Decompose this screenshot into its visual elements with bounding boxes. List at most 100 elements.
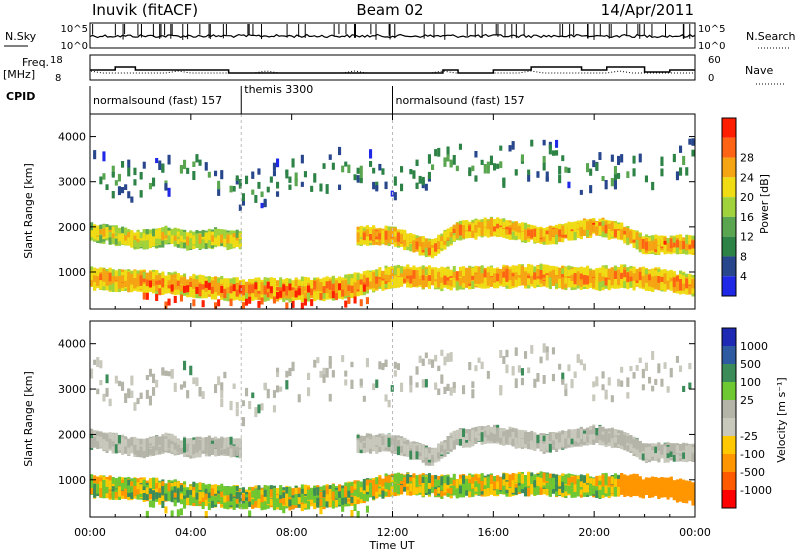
heatmap-cell [604,224,608,234]
heatmap-cell [434,281,438,288]
heatmap-cell [576,271,580,281]
heatmap-cell [341,280,345,290]
heatmap-cell [257,291,261,299]
heatmap-cell [152,286,156,294]
heatmap-cell [201,275,205,285]
heatmap-cell [384,274,388,282]
heatmap-cell [127,277,131,286]
heatmap-cell [108,284,112,291]
heatmap-cell [675,281,679,291]
heatmap-cell [266,289,270,298]
heatmap-cell [613,265,617,274]
heatmap-cell [121,275,125,283]
heatmap-cell [148,183,152,190]
heatmap-cell [111,283,115,292]
heatmap-cell [139,240,143,248]
heatmap-cell [514,279,518,288]
heatmap-cell [502,229,506,237]
heatmap-cell [365,229,369,236]
heatmap-cell [573,281,577,288]
heatmap-cell [201,284,205,290]
heatmap-cell [548,277,552,287]
heatmap-cell [666,277,670,286]
heatmap-cell [393,234,397,243]
heatmap-cell [319,284,323,291]
heatmap-cell [235,284,239,290]
heatmap-cell [183,233,187,240]
heatmap-cell [421,237,425,246]
heatmap-cell [189,282,193,289]
heatmap-cell [260,282,264,288]
heatmap-cell [452,279,456,287]
heatmap-cell [158,284,162,292]
heatmap-cell [121,161,125,168]
heatmap-cell [294,279,298,287]
heatmap-cell [632,266,636,274]
heatmap-cell [325,287,329,297]
heatmap-cell [620,264,624,274]
heatmap-cell [663,277,667,286]
heatmap-cell [238,291,242,301]
heatmap-cell [158,227,162,237]
heatmap-cell [263,279,267,288]
heatmap-cell [489,227,493,237]
heatmap-cell [238,233,242,239]
heatmap-cell [424,268,428,275]
heatmap-cell [496,223,500,233]
heatmap-cell [511,276,515,285]
heatmap-cell [651,240,655,248]
heatmap-cell [232,290,236,301]
heatmap-cell [486,220,490,227]
date-title: 14/Apr/2011 [601,1,694,19]
heatmap-cell [325,293,329,300]
heatmap-cell [316,291,320,300]
heatmap-cell [105,277,109,285]
heatmap-cell [130,196,134,203]
heatmap-cell [145,234,149,241]
heatmap-cell [651,273,655,283]
heatmap-cell [124,238,128,245]
heatmap-cell [251,291,255,297]
heatmap-cell [545,281,549,288]
cpid-segment-label: themis 3300 [244,83,313,96]
heatmap-cell [644,273,648,283]
heatmap-cell [142,277,146,283]
heatmap-cell [471,223,475,229]
heatmap-cell [527,265,531,274]
heatmap-cell [604,269,608,278]
heatmap-cell [545,234,549,242]
heatmap-cell [530,276,534,284]
heatmap-cell [170,278,174,287]
heatmap-cell [582,222,586,230]
heatmap-cell [449,237,453,244]
heatmap-cell [347,274,351,285]
heatmap-cell [152,271,156,280]
heatmap-cell [232,237,236,244]
heatmap-cell [406,274,410,283]
heatmap-cell [297,279,301,286]
heatmap-cell [564,224,568,235]
heatmap-cell [232,277,236,287]
heatmap-cell [359,279,363,286]
heatmap-cell [347,285,351,292]
heatmap-cell [431,245,435,251]
heatmap-cell [505,220,509,230]
heatmap-cell [691,241,695,249]
heatmap-cell [502,221,506,229]
heatmap-cell [90,234,94,241]
heatmap-cell [641,239,645,249]
heatmap-cell [595,221,599,228]
heatmap-cell [551,235,555,245]
heatmap-cell [114,274,118,281]
heatmap-cell [183,279,187,288]
heatmap-cell [496,273,500,282]
freq-trace [89,66,695,74]
heatmap-cell [474,224,478,233]
heatmap-cell [381,234,385,244]
heatmap-cell [598,225,602,236]
heatmap-cell [520,275,524,282]
heatmap-cell [458,266,462,274]
heatmap-cell [589,275,593,283]
heatmap-cell [558,223,562,231]
heatmap-cell [418,278,422,285]
